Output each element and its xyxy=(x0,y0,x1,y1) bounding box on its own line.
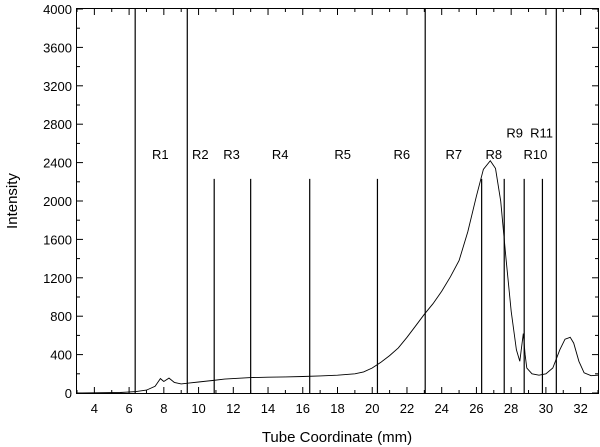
region-label: R6 xyxy=(393,147,410,162)
y-tick-label: 0 xyxy=(65,386,72,401)
x-tick-label: 4 xyxy=(91,401,98,416)
x-tick-label: 28 xyxy=(504,401,518,416)
region-label: R8 xyxy=(485,147,502,162)
x-tick-label: 24 xyxy=(434,401,448,416)
y-tick-label: 2400 xyxy=(43,156,72,171)
x-minor-ticks xyxy=(76,9,599,393)
x-tick-label: 16 xyxy=(296,401,310,416)
x-tick-label: 14 xyxy=(261,401,275,416)
y-minor-ticks xyxy=(77,27,598,375)
region-label: R2 xyxy=(192,147,209,162)
x-major-ticks: 4 6 8 10 12 14 16 18 20 22 24 26 28 30 32 xyxy=(91,9,588,416)
region-label: R11 xyxy=(530,126,553,141)
region-label: R4 xyxy=(272,147,289,162)
x-tick-label: 30 xyxy=(539,401,553,416)
y-tick-label: 3600 xyxy=(43,40,72,55)
y-major-ticks: 0 400 800 1200 1600 2000 2400 2800 3200 3600 4000 xyxy=(43,2,598,401)
plot-frame xyxy=(76,8,599,394)
x-tick-label: 10 xyxy=(191,401,205,416)
x-tick-label: 8 xyxy=(160,401,167,416)
region-label: R5 xyxy=(334,147,351,162)
x-tick-label: 22 xyxy=(400,401,414,416)
y-tick-label: 3200 xyxy=(43,79,72,94)
y-tick-label: 800 xyxy=(50,309,72,324)
intensity-series-line xyxy=(82,159,599,394)
y-tick-label: 400 xyxy=(50,348,72,363)
region-label: R7 xyxy=(446,147,463,162)
region-label: R3 xyxy=(223,147,240,162)
x-tick-label: 20 xyxy=(365,401,379,416)
x-tick-label: 18 xyxy=(330,401,344,416)
y-tick-label: 1200 xyxy=(43,271,72,286)
x-tick-label: 6 xyxy=(125,401,132,416)
y-tick-label: 2800 xyxy=(43,117,72,132)
region-label: R10 xyxy=(524,147,548,162)
region-label: R1 xyxy=(152,147,169,162)
y-axis-title: Intensity xyxy=(4,173,21,229)
x-tick-label: 32 xyxy=(573,401,587,416)
region-label: R9 xyxy=(506,126,523,141)
y-tick-label: 2000 xyxy=(43,194,72,209)
x-tick-label: 12 xyxy=(226,401,240,416)
region-boundaries xyxy=(134,9,557,393)
x-axis-title: Tube Coordinate (mm) xyxy=(262,429,412,446)
y-tick-label: 1600 xyxy=(43,232,72,247)
y-tick-label: 4000 xyxy=(43,2,72,17)
x-tick-label: 26 xyxy=(469,401,483,416)
